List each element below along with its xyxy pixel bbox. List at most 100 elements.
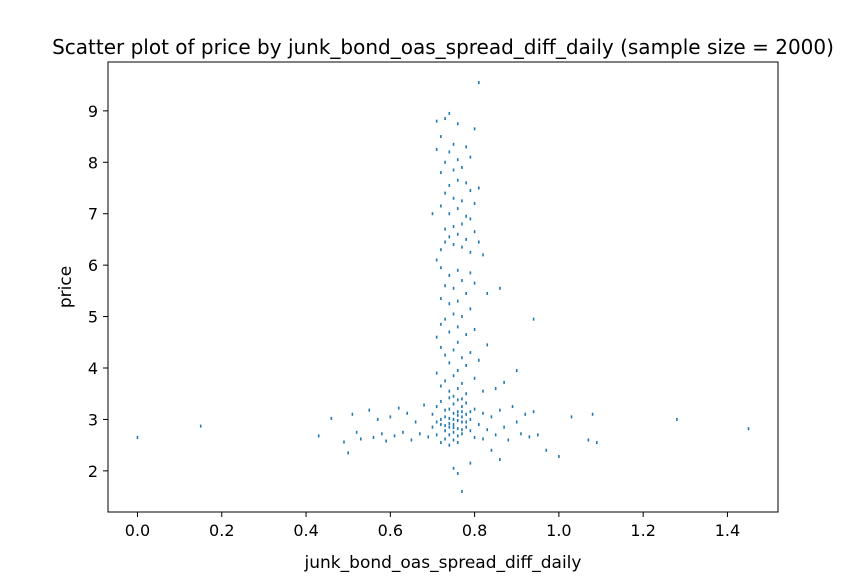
data-point: [537, 433, 539, 437]
data-point: [444, 191, 446, 195]
data-point: [465, 291, 467, 295]
data-point: [444, 240, 446, 244]
data-point: [465, 363, 467, 367]
data-point: [456, 122, 459, 126]
data-point: [448, 212, 451, 216]
data-point: [414, 420, 417, 424]
data-point: [456, 434, 459, 438]
y-tick-label: 8: [88, 153, 98, 172]
data-point: [465, 145, 467, 149]
data-point: [317, 434, 320, 438]
data-point: [440, 423, 442, 427]
data-point: [448, 330, 451, 334]
data-point: [452, 402, 455, 406]
data-point: [482, 437, 484, 441]
data-point: [347, 451, 349, 455]
data-point: [747, 427, 750, 431]
data-point: [397, 406, 400, 410]
data-point: [448, 389, 451, 393]
data-point: [461, 315, 463, 319]
data-point: [372, 435, 375, 439]
data-point: [452, 430, 455, 434]
data-point: [452, 394, 455, 398]
data-point: [456, 398, 459, 402]
data-point: [393, 434, 396, 438]
data-point: [469, 250, 472, 254]
data-point: [587, 438, 590, 442]
data-point: [452, 411, 455, 415]
y-tick-label: 7: [88, 205, 98, 224]
plot-frame: [107, 61, 779, 513]
data-point: [511, 405, 514, 409]
data-point: [448, 183, 451, 187]
data-point: [351, 412, 354, 416]
x-tick-label: 1.0: [546, 521, 571, 540]
data-point: [330, 416, 333, 420]
data-point: [452, 312, 455, 316]
data-point: [591, 412, 594, 416]
data-point: [440, 135, 442, 139]
data-point: [444, 408, 446, 412]
data-point: [469, 417, 472, 421]
data-point: [444, 227, 446, 231]
data-point: [448, 416, 451, 420]
data-point: [440, 204, 442, 208]
data-point: [199, 424, 202, 428]
data-point: [368, 408, 371, 412]
data-point: [469, 461, 472, 465]
x-tick-label: 1.4: [715, 521, 740, 540]
data-point: [355, 430, 358, 434]
data-point: [452, 286, 455, 290]
data-point: [469, 429, 472, 433]
data-point: [676, 417, 678, 421]
data-point: [469, 410, 472, 414]
data-point: [532, 410, 535, 414]
data-point: [482, 253, 484, 257]
data-point: [452, 417, 455, 421]
data-point: [440, 248, 442, 252]
data-point: [469, 217, 472, 221]
data-point: [478, 358, 480, 362]
data-point: [482, 389, 484, 393]
data-point: [465, 181, 467, 185]
data-point: [423, 403, 425, 407]
data-point: [431, 412, 434, 416]
data-point: [444, 284, 446, 288]
data-point: [444, 379, 446, 383]
data-point: [448, 273, 451, 277]
data-point: [440, 345, 442, 349]
x-tick-label: 0.2: [209, 521, 234, 540]
data-point: [456, 427, 459, 431]
data-point: [444, 415, 446, 419]
data-point: [456, 413, 459, 417]
data-point: [473, 376, 476, 380]
data-point: [448, 396, 451, 400]
data-point: [435, 405, 438, 409]
data-point: [343, 440, 345, 444]
x-tick-label: 0.8: [462, 521, 487, 540]
data-point: [456, 325, 459, 329]
data-point: [461, 415, 463, 419]
data-point: [461, 381, 463, 385]
data-point: [448, 443, 451, 447]
data-point: [452, 225, 455, 229]
data-point: [499, 286, 501, 290]
data-point: [473, 230, 476, 234]
y-tick-label: 4: [88, 359, 98, 378]
data-point: [494, 433, 497, 437]
data-point: [456, 410, 459, 414]
data-point: [456, 158, 459, 162]
data-point: [461, 279, 463, 283]
data-point: [440, 399, 442, 403]
data-point: [473, 281, 476, 285]
data-point: [465, 392, 467, 396]
data-point: [461, 222, 463, 226]
data-point: [473, 407, 476, 411]
data-point: [465, 401, 467, 405]
x-tick-label: 0.6: [378, 521, 403, 540]
data-point: [448, 433, 451, 437]
data-point: [440, 384, 442, 388]
data-point: [448, 407, 451, 411]
data-point: [427, 435, 430, 439]
